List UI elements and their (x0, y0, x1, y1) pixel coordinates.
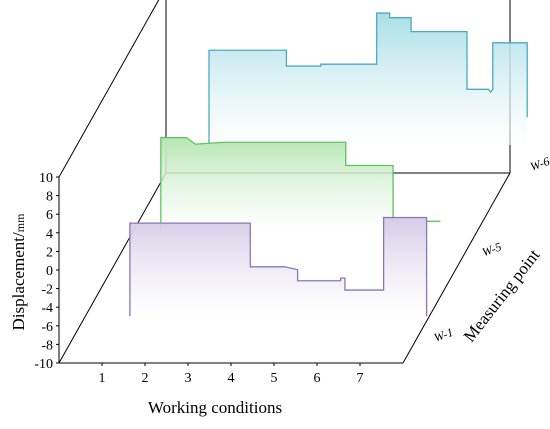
series-line-w-5 (160, 136, 441, 231)
x-tick-label: 1 (99, 371, 106, 386)
series-line-w-1 (129, 216, 428, 317)
y-tick-label: 10 (39, 171, 53, 186)
series-layer: W-6 W-5 W-1 (129, 12, 550, 345)
frame-edge (58, 172, 167, 364)
y-tick-label: -6 (41, 320, 53, 335)
series-line-w-6 (208, 12, 528, 146)
y-tick-label: -8 (41, 338, 53, 353)
x-tick-label: 5 (271, 371, 278, 386)
y-tick-label: 4 (46, 227, 53, 242)
y-tick-label: -2 (41, 283, 53, 298)
y-axis-unit: mm (13, 213, 27, 232)
frame-edge (402, 172, 511, 364)
series-label-w-6: W-6 (528, 154, 550, 174)
x-tick-label: 2 (142, 371, 149, 386)
x-tick-label: 7 (357, 371, 364, 386)
y-tick-label: 8 (46, 190, 53, 205)
x-tick-label: 6 (314, 371, 321, 386)
y-tick-label: 2 (46, 245, 53, 260)
series-area-w-6 (209, 13, 528, 146)
z-axis-title: Measuring point (460, 245, 544, 345)
x-tick-label: 3 (185, 371, 192, 386)
y-tick-label: 0 (46, 264, 53, 279)
frame-edge (58, 0, 160, 178)
series-label-w-1: W-1 (432, 325, 455, 345)
series-area-w-5 (160, 137, 441, 231)
x-tick-label: 4 (228, 371, 235, 386)
tick-labels: 1 2 3 4 5 6 7 -10 -8 -6 -4 -2 0 2 4 6 8 10 (34, 171, 363, 386)
y-axis-title-text: Displacement/ (9, 232, 28, 330)
y-tick-label: -10 (34, 357, 53, 372)
y-tick-label: -4 (41, 301, 53, 316)
y-tick-label: 6 (46, 208, 53, 223)
series-label-w-5: W-5 (480, 239, 503, 259)
x-axis-title: Working conditions (148, 398, 282, 417)
y-axis-title: Displacement/mm (9, 213, 28, 331)
